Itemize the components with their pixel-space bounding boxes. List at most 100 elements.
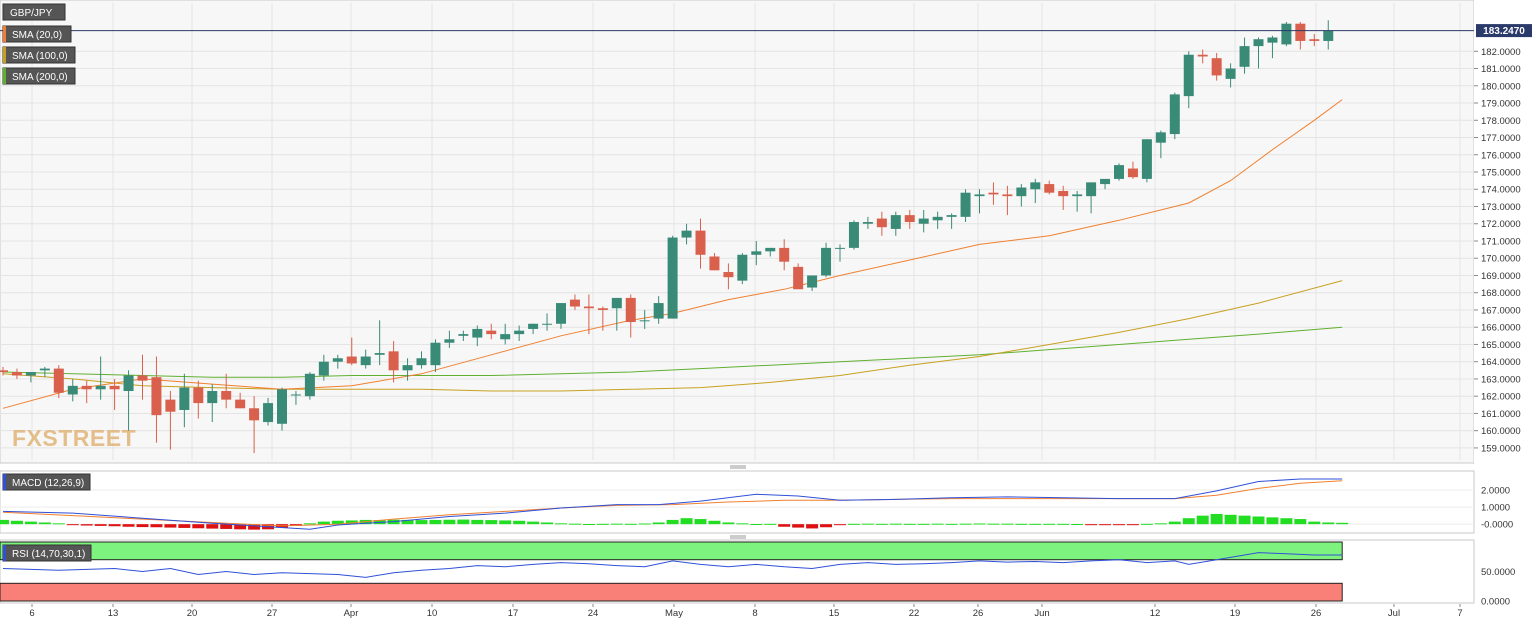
price-tick-label: 161.0000 xyxy=(1481,409,1521,420)
candle-body xyxy=(165,399,176,412)
candle-body xyxy=(709,256,720,271)
candle-body xyxy=(988,192,999,195)
macd-histogram-bar xyxy=(234,524,247,530)
candle-body xyxy=(290,394,301,396)
macd-histogram-bar xyxy=(973,523,986,525)
macd-histogram-bar xyxy=(596,523,609,525)
candle-body xyxy=(1169,94,1180,135)
macd-histogram-bar xyxy=(1196,515,1209,525)
macd-histogram-bar xyxy=(875,523,888,525)
candle-body xyxy=(1155,132,1166,143)
x-tick-label: 6 xyxy=(29,608,34,619)
macd-histogram-bar xyxy=(192,524,205,529)
macd-histogram-bar xyxy=(206,524,219,529)
legend-sma200[interactable]: SMA (200,0) xyxy=(2,67,76,85)
macd-histogram-bar xyxy=(610,523,623,525)
macd-histogram-bar xyxy=(1057,523,1070,525)
x-tick-label: 15 xyxy=(829,608,840,619)
candle-body xyxy=(486,330,497,335)
candle-body xyxy=(862,222,873,224)
candle-body xyxy=(1016,187,1027,197)
macd-histogram-bar xyxy=(24,521,37,525)
macd-histogram-bar xyxy=(945,523,958,525)
candle-body xyxy=(221,391,232,400)
rsi-line xyxy=(2,552,1343,578)
candle-body xyxy=(1267,37,1278,43)
x-tick-label: Apr xyxy=(344,608,359,619)
candle-body xyxy=(835,247,845,249)
macd-histogram-bar xyxy=(1322,522,1335,525)
macd-histogram-bar xyxy=(820,524,833,528)
candle-body xyxy=(1114,165,1124,179)
macd-histogram-bar xyxy=(164,524,177,528)
macd-histogram-bar xyxy=(1168,521,1181,525)
candle-body xyxy=(109,385,120,390)
macd-histogram-bar xyxy=(889,523,902,525)
macd-histogram-bar xyxy=(303,523,316,525)
macd-histogram-bar xyxy=(750,524,763,526)
price-tick-label: 172.0000 xyxy=(1481,219,1521,230)
macd-histogram-bar xyxy=(931,523,944,525)
macd-histogram-bar xyxy=(1210,513,1223,525)
macd-histogram-bar xyxy=(52,523,65,525)
macd-legend[interactable]: MACD (12,26,9) xyxy=(2,473,91,491)
price-tick-label: 165.0000 xyxy=(1481,340,1521,351)
candle-body xyxy=(667,237,678,319)
x-tick-label: 12 xyxy=(1150,608,1161,619)
macd-histogram-bar xyxy=(1280,518,1293,525)
candle-body xyxy=(123,375,134,392)
sma100-line xyxy=(2,280,1343,392)
candle-body xyxy=(444,339,455,343)
macd-histogram-bar xyxy=(66,524,79,526)
rsi-layer xyxy=(2,552,1343,578)
macd-histogram-bar xyxy=(94,524,107,526)
macd-histogram-bar xyxy=(345,520,358,525)
macd-histogram-bar xyxy=(847,523,860,525)
sma200-line xyxy=(2,326,1343,378)
axis-layer: 159.0000 160.0000 161.0000 162.0000 163.0000… xyxy=(29,47,1520,619)
x-tick-label: 22 xyxy=(909,608,920,619)
instrument-label: GBP/JPY xyxy=(10,8,53,19)
candle-body xyxy=(430,342,441,366)
price-tick-label: 174.0000 xyxy=(1481,185,1521,196)
price-tick-label: 167.0000 xyxy=(1481,305,1521,316)
candle-body xyxy=(890,215,901,229)
price-axis-panel xyxy=(1474,0,1536,463)
macd-histogram-bar xyxy=(792,524,805,528)
candle-body xyxy=(151,377,162,416)
current-price-tag: 183.2470 xyxy=(1476,24,1532,38)
candle-body xyxy=(332,358,343,362)
macd-legend-swatch xyxy=(3,474,6,490)
legend-sma100[interactable]: SMA (100,0) xyxy=(2,46,76,64)
candle-body xyxy=(723,272,734,278)
legend-sma100-label: SMA (100,0) xyxy=(12,51,68,62)
candle-body xyxy=(974,194,985,197)
pane-splitter-1[interactable] xyxy=(730,465,746,469)
macd-histogram-bar xyxy=(80,524,93,526)
macd-histogram-bar xyxy=(38,522,51,525)
macd-histogram-bar xyxy=(443,519,456,525)
candle-body xyxy=(95,385,106,390)
candle-body xyxy=(416,358,427,366)
macd-layer xyxy=(0,478,1349,530)
pane-splitter-2[interactable] xyxy=(730,535,746,539)
candle-body xyxy=(932,216,943,221)
candle-body xyxy=(318,361,329,376)
legend-sma20[interactable]: SMA (20,0) xyxy=(2,25,72,43)
macd-line xyxy=(2,478,1343,530)
x-tick-label: 20 xyxy=(187,608,198,619)
candle-body xyxy=(528,323,539,329)
macd-histogram-bar xyxy=(471,519,484,525)
candle-body xyxy=(737,254,748,281)
x-tick-label: Jul xyxy=(1388,608,1400,619)
candle-body xyxy=(1183,54,1194,97)
x-tick-label: 19 xyxy=(1230,608,1241,619)
macd-tick-label: 2.0000 xyxy=(1481,486,1510,497)
price-tick-label: 160.0000 xyxy=(1481,426,1521,437)
x-tick-label: 8 xyxy=(752,608,757,619)
macd-histogram-bar xyxy=(0,519,9,525)
rsi-legend[interactable]: RSI (14,70,30,1) xyxy=(2,544,92,562)
macd-histogram-bar xyxy=(708,520,721,525)
candle-body xyxy=(876,218,887,228)
